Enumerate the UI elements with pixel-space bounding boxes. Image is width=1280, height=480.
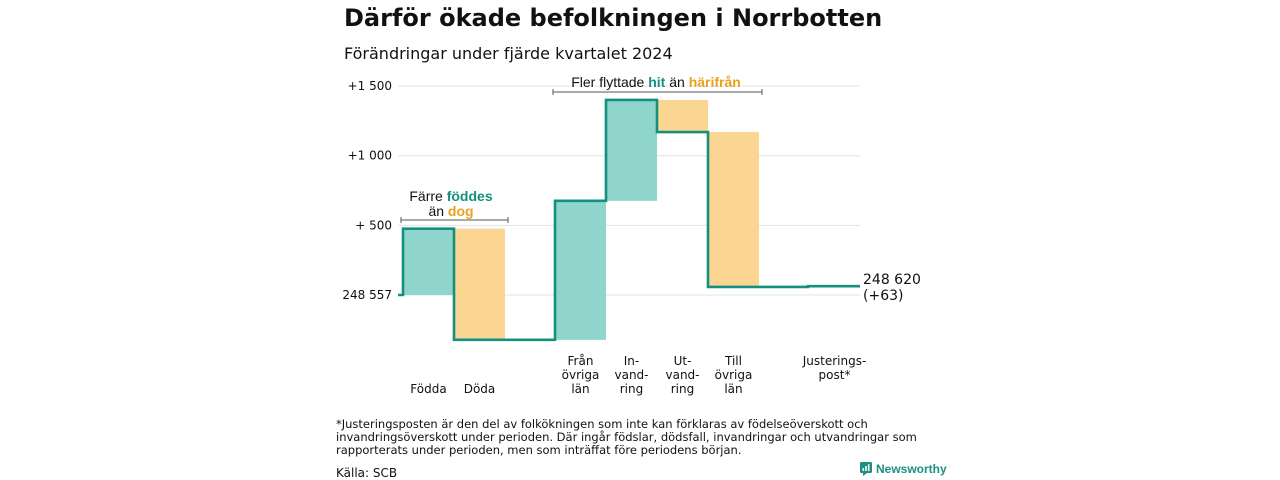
bar-step-4	[657, 99, 708, 133]
x-label-6-0: Justerings-	[802, 354, 867, 368]
x-label-4-0: Ut-	[674, 354, 692, 368]
annotation-segment: föddes	[447, 188, 493, 204]
x-label-5-0: Till	[724, 354, 742, 368]
annotation-segment: hit	[648, 74, 665, 90]
annotation-segment: härifrån	[689, 74, 741, 90]
annotation-segment: dog	[448, 203, 474, 219]
x-label-1-0: Döda	[464, 382, 496, 396]
line-layer	[398, 98, 860, 342]
end-value-label: 248 620	[863, 272, 921, 288]
x-label-5-2: län	[724, 382, 742, 396]
brand-logo: Newsworthy	[860, 462, 947, 476]
x-label-6-1: post*	[819, 368, 851, 382]
x-label-4-1: vand-	[665, 368, 699, 382]
bar-step-0	[403, 228, 454, 295]
y-tick-1: +1 000	[348, 149, 392, 163]
y-tick-2: +1 500	[348, 79, 392, 93]
annotation-segment: Färre	[409, 188, 446, 204]
bar-step-2	[555, 200, 606, 340]
x-label-0-0: Födda	[410, 382, 446, 396]
x-label-3-2: ring	[620, 382, 644, 396]
annotation-segment: än	[665, 74, 688, 90]
bar-step-3	[606, 99, 657, 201]
x-label-3-0: In-	[624, 354, 639, 368]
annotation-0-line-0: Färre föddes	[409, 188, 492, 204]
y-tick-0: + 500	[355, 218, 392, 232]
annotation-segment: än	[428, 203, 447, 219]
annotation-0-line-1: än dog	[428, 203, 473, 219]
bar-step-5	[708, 132, 759, 287]
x-label-2-1: övriga	[562, 368, 600, 382]
bar-layer	[403, 99, 759, 340]
chart-subtitle: Förändringar under fjärde kvartalet 2024	[344, 44, 673, 63]
x-label-5-1: övriga	[715, 368, 753, 382]
x-label-4-2: ring	[671, 382, 695, 396]
brand-name: Newsworthy	[876, 462, 947, 476]
footnote: *Justeringsposten är den del av folkökni…	[336, 417, 917, 457]
x-label-3-1: vand-	[614, 368, 648, 382]
newsworthy-logo-icon	[860, 462, 872, 476]
end-change-label: (+63)	[863, 288, 903, 304]
annotation-segment: Fler flyttade	[571, 74, 648, 90]
y-tick-base: 248 557	[342, 288, 392, 302]
x-label-2-0: Från	[568, 354, 594, 368]
annotation-1-line-0: Fler flyttade hit än härifrån	[571, 74, 741, 90]
source-credit: Källa: SCB	[336, 466, 398, 480]
chart-title: Därför ökade befolkningen i Norrbotten	[344, 4, 883, 32]
x-label-2-2: län	[571, 382, 589, 396]
waterfall-line	[398, 98, 860, 342]
bar-step-1	[454, 228, 505, 340]
